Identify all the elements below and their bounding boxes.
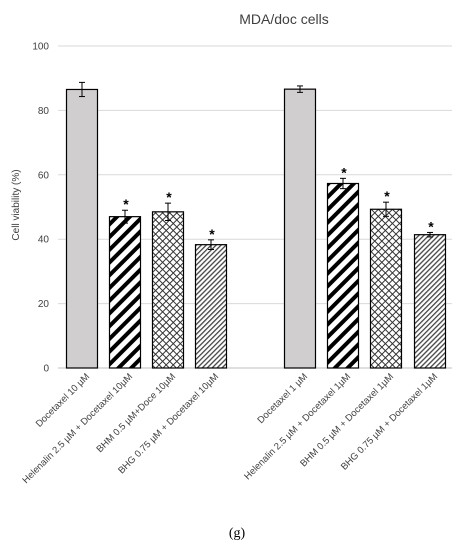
- significance-star-8: *: [428, 218, 434, 234]
- error-bar-4: [208, 239, 214, 251]
- y-tick-label: 40: [38, 235, 50, 246]
- significance-star-3: *: [166, 189, 172, 205]
- category-label-7: BHM 0.5 µM + Docetaxel 1µM: [298, 371, 396, 469]
- y-axis-ticks: 0 20 40 60 80 100: [32, 42, 49, 375]
- panel-label: (g): [229, 526, 246, 541]
- y-tick-label: 0: [43, 364, 49, 375]
- category-label-3: BHM 0.5 µM+Doce 10µM: [94, 371, 178, 455]
- chart-title: MDA/doc cells: [239, 11, 328, 27]
- bar-7: [369, 208, 403, 369]
- error-bar-2: [122, 209, 128, 224]
- error-bars: [79, 81, 433, 251]
- error-bar-3: [165, 202, 171, 222]
- significance-star-4: *: [209, 226, 215, 242]
- bar-5: [283, 88, 317, 369]
- bars: [65, 88, 447, 369]
- bar-1: [65, 88, 99, 369]
- y-tick-label: 100: [32, 42, 49, 53]
- y-tick-label: 20: [38, 299, 50, 310]
- error-bar-8: [427, 231, 433, 238]
- category-label-8: BHG 0.75 µM + Docetaxel 1µM: [339, 371, 440, 472]
- bar-2: [108, 216, 142, 369]
- error-bar-5: [297, 85, 303, 93]
- significance-star-2: *: [123, 196, 129, 212]
- bar-6: [326, 182, 360, 369]
- significance-markers: * * * * * *: [123, 164, 434, 242]
- bar-4: [194, 244, 228, 369]
- y-axis-label: Cell viability (%): [11, 169, 22, 240]
- bar-8: [413, 234, 447, 369]
- significance-star-7: *: [384, 188, 390, 204]
- error-bar-7: [383, 201, 389, 217]
- y-tick-label: 60: [38, 170, 50, 181]
- y-tick-label: 80: [38, 106, 50, 117]
- bar-3: [151, 211, 185, 369]
- significance-star-6: *: [341, 164, 347, 180]
- error-bar-1: [79, 81, 85, 98]
- error-bar-6: [340, 177, 346, 190]
